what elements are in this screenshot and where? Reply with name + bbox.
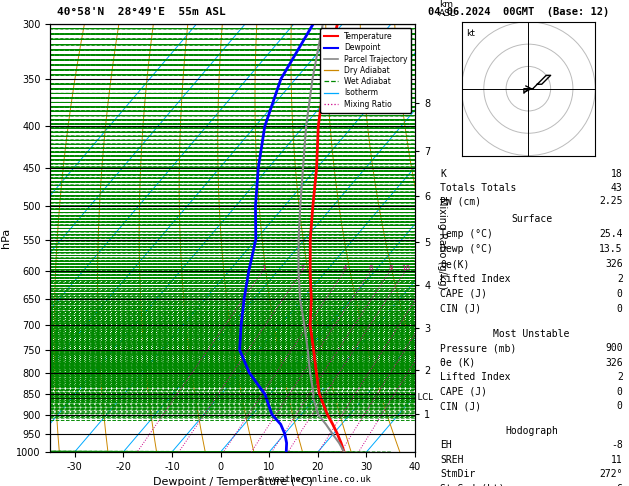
Text: Mixing Ratio (g/kg): Mixing Ratio (g/kg) [437, 197, 447, 289]
Text: 6: 6 [617, 484, 623, 486]
Text: © weatheronline.co.uk: © weatheronline.co.uk [258, 474, 371, 484]
Text: km
ASL: km ASL [439, 0, 456, 18]
Text: K: K [440, 169, 446, 179]
Text: PW (cm): PW (cm) [440, 196, 481, 207]
Text: kt: kt [466, 29, 475, 37]
Text: 25.4: 25.4 [599, 229, 623, 239]
Text: 10: 10 [401, 264, 410, 271]
Text: 1: 1 [261, 264, 265, 271]
Text: 18: 18 [611, 169, 623, 179]
Text: 11: 11 [611, 455, 623, 465]
X-axis label: Dewpoint / Temperature (°C): Dewpoint / Temperature (°C) [153, 477, 313, 486]
Text: 8: 8 [388, 264, 392, 271]
Text: Surface: Surface [511, 214, 552, 225]
Text: 272°: 272° [599, 469, 623, 480]
Text: 04.06.2024  00GMT  (Base: 12): 04.06.2024 00GMT (Base: 12) [428, 7, 609, 17]
Text: 43: 43 [611, 183, 623, 193]
Text: StmSpd (kt): StmSpd (kt) [440, 484, 505, 486]
Text: 13.5: 13.5 [599, 244, 623, 254]
Text: 326: 326 [605, 259, 623, 269]
Text: Hodograph: Hodograph [505, 426, 558, 436]
Text: Dewp (°C): Dewp (°C) [440, 244, 493, 254]
Text: θe (K): θe (K) [440, 358, 476, 368]
Text: 0: 0 [617, 289, 623, 299]
Text: 6: 6 [369, 264, 374, 271]
Text: 2: 2 [617, 274, 623, 284]
Text: CAPE (J): CAPE (J) [440, 289, 487, 299]
Text: -8: -8 [611, 440, 623, 451]
Y-axis label: hPa: hPa [1, 228, 11, 248]
Text: 0: 0 [617, 401, 623, 412]
Text: EH: EH [440, 440, 452, 451]
Text: 2: 2 [301, 264, 305, 271]
Text: 0: 0 [617, 304, 623, 314]
Text: LCL: LCL [415, 393, 433, 402]
Text: CAPE (J): CAPE (J) [440, 387, 487, 397]
Text: CIN (J): CIN (J) [440, 304, 481, 314]
Text: 326: 326 [605, 358, 623, 368]
Text: Temp (°C): Temp (°C) [440, 229, 493, 239]
Text: StmDir: StmDir [440, 469, 476, 480]
Legend: Temperature, Dewpoint, Parcel Trajectory, Dry Adiabat, Wet Adiabat, Isotherm, Mi: Temperature, Dewpoint, Parcel Trajectory… [320, 28, 411, 112]
Text: 2.25: 2.25 [599, 196, 623, 207]
Text: SREH: SREH [440, 455, 464, 465]
Text: CIN (J): CIN (J) [440, 401, 481, 412]
Text: Lifted Index: Lifted Index [440, 274, 511, 284]
Text: 4: 4 [343, 264, 347, 271]
Text: θe(K): θe(K) [440, 259, 470, 269]
Text: Lifted Index: Lifted Index [440, 372, 511, 382]
Text: 0: 0 [617, 387, 623, 397]
Text: 900: 900 [605, 343, 623, 353]
Text: Most Unstable: Most Unstable [493, 329, 570, 339]
Text: 2: 2 [617, 372, 623, 382]
Text: 40°58'N  28°49'E  55m ASL: 40°58'N 28°49'E 55m ASL [57, 7, 225, 17]
Text: Pressure (mb): Pressure (mb) [440, 343, 516, 353]
Text: Totals Totals: Totals Totals [440, 183, 516, 193]
